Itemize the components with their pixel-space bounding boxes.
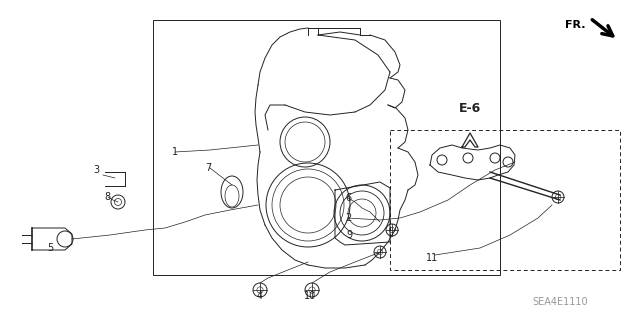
Text: 7: 7: [205, 163, 211, 173]
Text: 8: 8: [104, 192, 110, 202]
Text: 1: 1: [172, 147, 178, 157]
Text: SEA4E1110: SEA4E1110: [532, 297, 588, 307]
Text: FR.: FR.: [564, 20, 585, 30]
Bar: [390, 130, 620, 270]
Text: 10: 10: [304, 291, 316, 301]
Text: 9: 9: [346, 230, 352, 240]
Text: 6: 6: [345, 193, 351, 203]
Text: 3: 3: [93, 165, 99, 175]
Text: 5: 5: [47, 243, 53, 253]
Text: 2: 2: [345, 213, 351, 223]
Text: E-6: E-6: [459, 102, 481, 115]
Text: 4: 4: [257, 291, 263, 301]
Text: 11: 11: [426, 253, 438, 263]
Bar: [153, 20, 500, 275]
